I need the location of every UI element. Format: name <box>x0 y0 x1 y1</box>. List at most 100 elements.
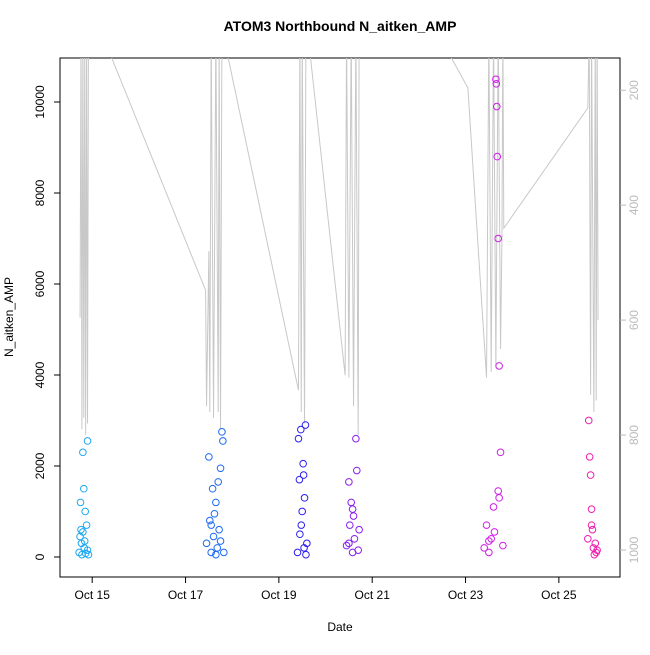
data-point <box>482 521 491 529</box>
data-point <box>216 537 225 545</box>
data-point <box>495 362 503 370</box>
data-point <box>485 537 493 545</box>
data-point <box>584 534 592 543</box>
x-axis-label: Date <box>327 620 353 634</box>
pressure-line <box>79 58 599 436</box>
data-point <box>220 548 228 557</box>
data-point <box>355 525 363 534</box>
y-axis-label: N_aitken_AMP <box>2 277 16 357</box>
data-point <box>216 464 225 473</box>
data-point <box>350 534 359 543</box>
data-point <box>294 434 303 443</box>
y2-tick-label: 200 <box>627 80 641 100</box>
y2-tick-label: 1000 <box>627 536 641 563</box>
data-point <box>297 425 305 434</box>
y-tick-label: 2000 <box>33 452 47 479</box>
data-point <box>83 546 92 554</box>
data-point <box>584 416 593 425</box>
data-point <box>342 541 351 550</box>
data-point <box>205 453 213 461</box>
x-tick-label: Oct 21 <box>355 588 391 602</box>
point-layer <box>75 75 601 559</box>
x-tick-label: Oct 23 <box>448 588 484 602</box>
data-point <box>586 471 595 479</box>
data-point <box>347 498 356 507</box>
y-tick-label: 8000 <box>33 179 47 206</box>
data-point <box>587 521 596 529</box>
data-point <box>302 550 310 559</box>
data-point <box>352 434 360 443</box>
data-point <box>353 466 361 475</box>
data-point <box>588 525 597 534</box>
data-point <box>299 459 307 468</box>
chart-title: ATOM3 Northbound N_aitken_AMP <box>224 18 457 34</box>
data-point <box>219 437 227 445</box>
data-point <box>79 448 87 457</box>
data-point <box>213 544 222 552</box>
data-point <box>499 541 507 550</box>
data-point <box>587 505 596 514</box>
data-point <box>345 478 353 486</box>
plot-frame <box>59 57 621 578</box>
data-point <box>76 498 85 507</box>
data-point <box>207 548 215 557</box>
data-point <box>81 507 89 516</box>
y2-tick-label: 400 <box>627 195 641 215</box>
data-point <box>299 471 308 479</box>
data-point <box>80 537 89 545</box>
data-point <box>490 528 499 536</box>
data-point <box>496 448 505 457</box>
data-point <box>348 505 357 514</box>
x-tick-label: Oct 25 <box>541 588 577 602</box>
data-point <box>303 539 311 548</box>
data-point <box>83 437 92 445</box>
data-point <box>80 484 88 493</box>
data-point <box>585 453 594 461</box>
data-point <box>84 550 93 559</box>
data-point <box>297 521 306 529</box>
y-tick-label: 10000 <box>33 85 47 119</box>
data-point <box>300 494 309 502</box>
data-point <box>293 548 302 557</box>
data-point <box>82 521 91 529</box>
data-point <box>206 516 214 525</box>
data-point <box>209 532 218 541</box>
data-point <box>485 548 493 557</box>
data-point <box>593 546 601 554</box>
data-point <box>218 428 226 436</box>
data-point <box>215 525 223 534</box>
data-point <box>493 102 501 111</box>
x-tick-label: Oct 19 <box>261 588 297 602</box>
data-point <box>77 525 85 534</box>
y2-tick-label: 600 <box>627 310 641 330</box>
data-point <box>212 498 220 507</box>
data-point <box>493 152 502 161</box>
data-point <box>202 539 211 548</box>
data-point <box>494 487 503 495</box>
data-point <box>295 475 304 484</box>
data-point <box>298 507 307 516</box>
y-tick-label: 6000 <box>33 270 47 297</box>
line-layer <box>79 58 599 436</box>
data-point <box>296 530 304 539</box>
data-point <box>212 550 220 559</box>
y2-tick-label: 800 <box>627 425 641 445</box>
data-point <box>494 234 503 243</box>
data-point <box>487 534 496 543</box>
y-tick-label: 4000 <box>33 361 47 388</box>
data-point <box>214 478 222 486</box>
y-tick-label: 0 <box>33 553 47 560</box>
data-point <box>495 494 503 502</box>
data-point <box>591 539 600 548</box>
data-point <box>208 484 217 493</box>
x-tick-label: Oct 17 <box>168 588 204 602</box>
data-point <box>492 75 500 84</box>
data-point <box>345 539 353 548</box>
data-point <box>210 509 219 518</box>
data-point <box>349 512 358 520</box>
data-point <box>301 421 310 429</box>
data-point <box>79 528 87 536</box>
data-point <box>489 503 498 511</box>
data-point <box>207 521 215 529</box>
